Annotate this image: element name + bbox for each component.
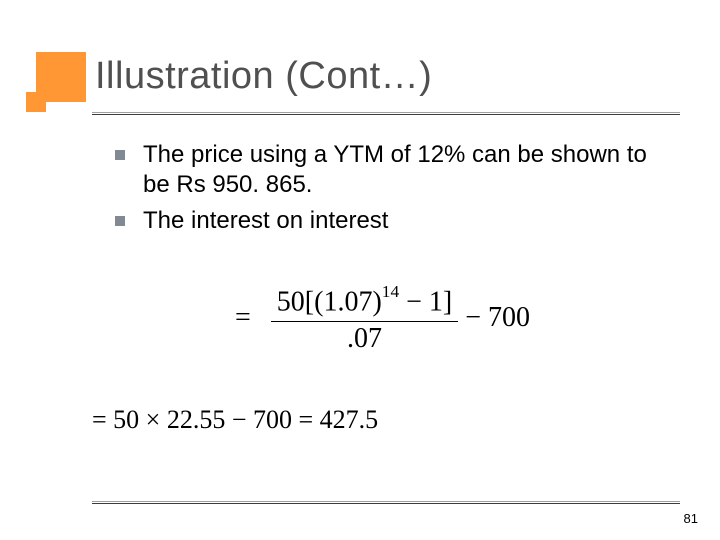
bullet-item: The interest on interest bbox=[115, 206, 650, 236]
bullet-item: The price using a YTM of 12% can be show… bbox=[115, 140, 650, 200]
page-number: 81 bbox=[684, 511, 698, 526]
square-bullet-icon bbox=[115, 216, 125, 226]
numerator: 50[(1.07)14 − 1] bbox=[271, 285, 458, 322]
eq-sign: = bbox=[235, 302, 251, 333]
trailing-term: − 700 bbox=[465, 302, 530, 333]
body-area: The price using a YTM of 12% can be show… bbox=[115, 140, 650, 242]
title-area: Illustration (Cont…) bbox=[95, 55, 432, 98]
footer-rule-2 bbox=[92, 503, 680, 504]
square-bullet-icon bbox=[115, 150, 125, 160]
footer-rule-1 bbox=[92, 501, 680, 502]
formula-result: = 50 × 22.55 − 700 = 427.5 bbox=[92, 405, 378, 435]
title-rule-2 bbox=[92, 114, 680, 115]
slide: Illustration (Cont…) The price using a Y… bbox=[0, 0, 720, 540]
slide-title: Illustration (Cont…) bbox=[95, 55, 432, 98]
fraction: 50[(1.07)14 − 1] .07 bbox=[271, 285, 458, 355]
denominator: .07 bbox=[271, 322, 458, 355]
bullet-text: The interest on interest bbox=[143, 206, 388, 236]
accent-box-small bbox=[26, 92, 46, 112]
title-rule-1 bbox=[92, 112, 680, 113]
formula-fraction: = 50[(1.07)14 − 1] .07 − 700 bbox=[235, 285, 530, 355]
bullet-text: The price using a YTM of 12% can be show… bbox=[143, 140, 650, 200]
exponent: 14 bbox=[382, 282, 399, 301]
